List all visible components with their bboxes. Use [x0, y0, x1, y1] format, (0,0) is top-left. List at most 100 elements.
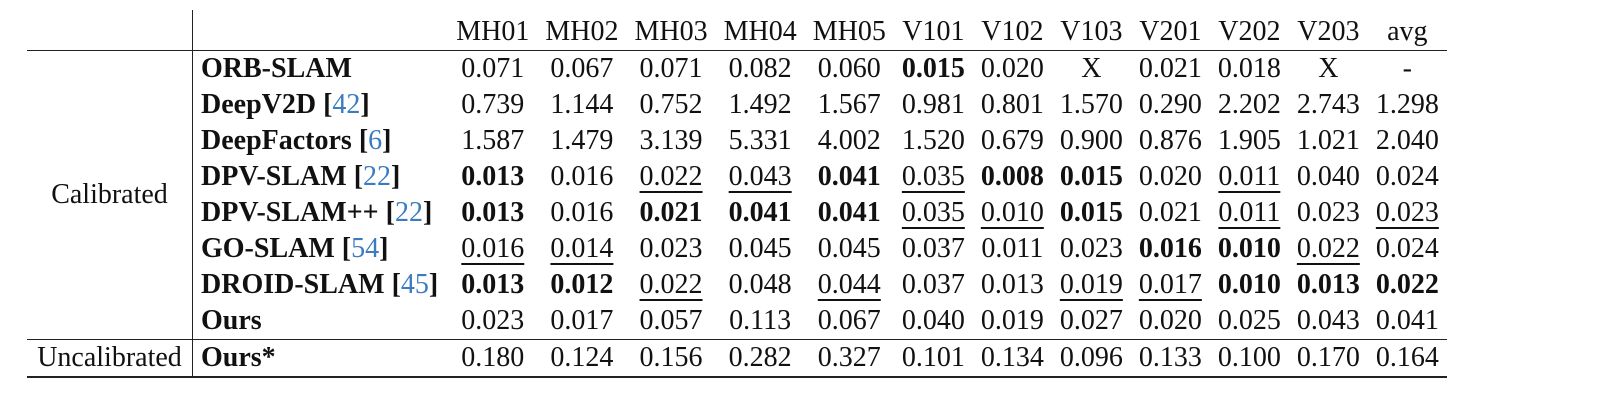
citation-link[interactable]: 22	[394, 197, 423, 228]
method-name: Ours	[201, 305, 262, 336]
value-cell: 0.113	[729, 305, 792, 336]
table-row: Calibrated ORB-SLAM 0.071 0.067 0.071 0.082 0.…	[27, 50, 1447, 210]
value-cell: 1.587	[461, 125, 525, 156]
value-cell: 0.008	[980, 161, 1044, 192]
method-cell: Ours	[192, 303, 449, 340]
citation-link[interactable]: 54	[351, 233, 380, 264]
column-header: V103	[1060, 16, 1123, 47]
value-cell: 1.570	[1059, 89, 1123, 120]
value-cell: 0.019	[1059, 269, 1123, 300]
value-cell: 0.101	[901, 342, 965, 373]
value-cell: 2.040	[1375, 125, 1439, 156]
value-cell: 0.100	[1217, 342, 1281, 373]
value-cell: 0.739	[461, 89, 525, 120]
value-cell: 0.043	[728, 161, 792, 192]
method-cell: DPV-SLAM++ [22]	[192, 195, 449, 231]
citation-link[interactable]: 42	[332, 89, 361, 120]
value-cell: 0.023	[639, 233, 703, 264]
results-table: MH01 MH02 MH03 MH04 MH05 V101 V102 V103 …	[27, 10, 1447, 378]
value-cell: 1.479	[550, 125, 614, 156]
column-header: V202	[1218, 16, 1281, 47]
value-cell: 5.331	[728, 125, 792, 156]
table-row: Ours 0.023 0.017 0.057 0.113 0.067 0.040 0.019 0…	[27, 303, 1447, 340]
value-cell: 0.071	[639, 53, 703, 84]
value-cell: 0.282	[728, 342, 792, 373]
value-cell: 1.144	[550, 89, 614, 120]
table-row: GO-SLAM [54] 0.016 0.014 0.023 0.045 0.045 0.0…	[27, 231, 1447, 267]
value-cell: 0.013	[461, 197, 525, 228]
column-header: V101	[902, 16, 965, 47]
value-cell: 0.025	[1217, 305, 1281, 336]
value-cell: 0.752	[639, 89, 703, 120]
citation-link[interactable]: 22	[363, 161, 392, 192]
value-cell: 0.010	[1217, 233, 1281, 264]
value-cell: 1.520	[901, 125, 965, 156]
value-cell: 0.023	[461, 305, 525, 336]
method-name: DeepV2D	[201, 89, 317, 120]
group-header-cell	[27, 10, 193, 51]
value-cell: 0.018	[1217, 53, 1281, 84]
value-cell: 0.048	[728, 269, 792, 300]
value-cell: 0.020	[1138, 305, 1202, 336]
value-cell: 0.023	[1296, 197, 1360, 228]
value-cell: 0.041	[728, 197, 792, 228]
value-cell: 0.024	[1375, 233, 1439, 264]
citation-link[interactable]: 6	[368, 125, 383, 156]
value-cell: 0.067	[550, 53, 614, 84]
column-header: V201	[1139, 16, 1202, 47]
value-cell: 0.180	[461, 342, 525, 373]
method-name: DROID-SLAM	[201, 269, 385, 300]
value-cell: 0.011	[1218, 161, 1281, 192]
value-cell: 0.037	[901, 233, 965, 264]
table-row: DPV-SLAM++ [22] 0.013 0.016 0.021 0.041 0.041…	[27, 195, 1447, 231]
group-label-calibrated: Calibrated	[51, 179, 168, 210]
value-cell: 0.035	[901, 197, 965, 228]
column-header: MH05	[812, 16, 886, 47]
value-cell: 0.024	[1375, 161, 1439, 192]
value-cell: 0.290	[1138, 89, 1202, 120]
value-cell: 0.016	[550, 197, 614, 228]
method-cell: DROID-SLAM [45]	[192, 267, 449, 303]
value-cell: 0.023	[1375, 197, 1439, 228]
value-cell: 0.124	[550, 342, 614, 373]
value-cell: 0.156	[639, 342, 703, 373]
group-label-uncalibrated: Uncalibrated	[37, 342, 182, 373]
value-cell: 0.096	[1059, 342, 1123, 373]
value-cell: 0.041	[817, 197, 881, 228]
value-cell: 0.900	[1059, 125, 1123, 156]
value-cell: 0.981	[901, 89, 965, 120]
method-header-cell	[192, 10, 449, 51]
value-cell: 0.060	[817, 53, 881, 84]
value-cell: 0.082	[728, 53, 792, 84]
value-cell: 0.016	[550, 161, 614, 192]
calibrated-section: Calibrated ORB-SLAM 0.071 0.067 0.071 0.082 0.…	[27, 50, 1447, 340]
value-cell: 0.045	[728, 233, 792, 264]
column-header: V102	[981, 16, 1044, 47]
value-cell: X	[1081, 53, 1102, 84]
value-cell: 0.041	[1375, 305, 1439, 336]
column-header: avg	[1387, 16, 1428, 47]
value-cell: 0.021	[639, 197, 703, 228]
value-cell: 0.016	[1138, 233, 1202, 264]
value-cell: 0.022	[639, 161, 703, 192]
value-cell: 0.022	[1375, 269, 1439, 300]
method-name: GO-SLAM	[201, 233, 335, 264]
uncalibrated-section: Uncalibrated Ours* 0.180 0.124 0.156 0.2…	[27, 339, 1447, 377]
value-cell: X	[1318, 53, 1339, 84]
value-cell: 0.134	[980, 342, 1044, 373]
value-cell: 0.013	[980, 269, 1044, 300]
method-name: Ours*	[192, 339, 449, 377]
value-cell: 0.010	[1217, 269, 1281, 300]
column-header: MH04	[723, 16, 797, 47]
value-cell: 0.011	[981, 233, 1044, 264]
value-cell: 0.022	[1296, 233, 1360, 264]
citation-link[interactable]: 45	[400, 269, 429, 300]
value-cell: 0.019	[980, 305, 1044, 336]
value-cell: 0.016	[461, 233, 525, 264]
value-cell: 0.027	[1059, 305, 1123, 336]
method-name: DeepFactors	[201, 125, 352, 156]
value-cell: 0.017	[550, 305, 614, 336]
value-cell: 0.057	[639, 305, 703, 336]
table-row: DeepFactors [6] 1.587 1.479 3.139 5.331 4.002…	[27, 123, 1447, 159]
value-cell: 0.876	[1138, 125, 1202, 156]
